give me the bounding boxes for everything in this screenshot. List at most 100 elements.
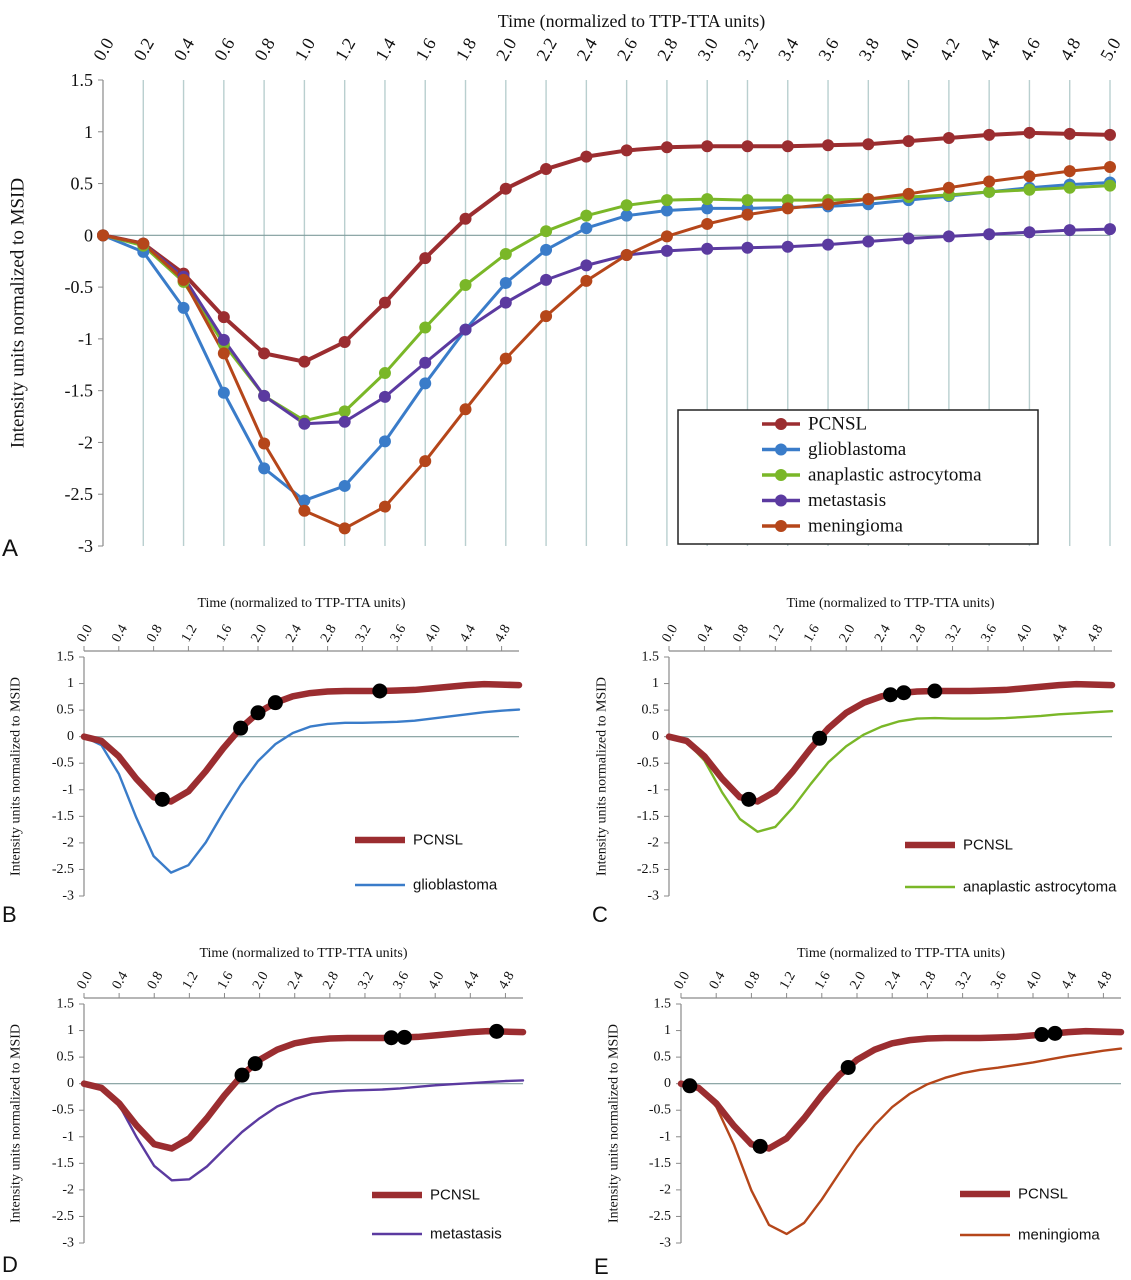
x-tick-label: 3.2 — [734, 35, 763, 64]
chart-panel-b: Time (normalized to TTP-TTA units) Intens… — [2, 596, 523, 927]
x-tick-label: 4.8 — [1085, 622, 1107, 645]
data-point — [862, 235, 875, 248]
significance-marker — [682, 1078, 698, 1094]
data-point — [378, 500, 391, 513]
legend-label: PCNSL — [963, 837, 1013, 854]
series-line-pcnsl — [102, 130, 1111, 364]
x-tick-label: 0.8 — [145, 969, 167, 992]
y-tick-label: -0.5 — [52, 1103, 74, 1118]
significance-marker — [372, 683, 388, 699]
data-point — [177, 273, 190, 286]
y-tick-label: -0.5 — [637, 756, 659, 771]
data-point — [902, 187, 915, 200]
series-line-meningioma — [679, 1047, 1123, 1236]
panel-letter: A — [2, 535, 18, 562]
x-tick-label: 1.2 — [766, 622, 788, 645]
legend-label: anaplastic astrocytoma — [963, 879, 1117, 896]
y-tick-label: 1 — [67, 1023, 74, 1038]
y-axis-label: Intensity units normalized to MSID — [607, 1024, 622, 1223]
data-point — [298, 494, 311, 507]
x-tick-label: 2.8 — [653, 35, 682, 64]
legend-label: PCNSL — [1018, 1186, 1068, 1203]
x-tick-label: 2.4 — [883, 969, 905, 992]
y-tick-label: 1.5 — [57, 997, 75, 1012]
y-axis-label: Intensity units normalized to MSID — [9, 677, 24, 876]
x-tick-label: 2.0 — [250, 969, 272, 992]
x-tick-label: 4.0 — [426, 969, 448, 992]
legend-marker — [775, 418, 787, 430]
legend-label: glioblastoma — [808, 439, 907, 460]
significance-marker — [883, 687, 898, 703]
significance-marker — [233, 720, 249, 736]
legend-label: anaplastic astrocytoma — [808, 465, 982, 486]
significance-marker — [383, 1030, 399, 1046]
data-point — [620, 199, 633, 212]
y-tick-label: 0.5 — [642, 703, 660, 718]
x-tick-label: 0.4 — [695, 622, 717, 645]
legend-label: PCNSL — [430, 1187, 480, 1204]
chart-title: Time (normalized to TTP-TTA units) — [498, 11, 766, 32]
x-tick-label: 3.2 — [943, 622, 965, 645]
data-point — [942, 181, 955, 194]
significance-marker — [234, 1067, 250, 1083]
y-tick-label: -2 — [659, 1182, 671, 1197]
x-tick-label: 3.6 — [988, 969, 1010, 992]
significance-marker — [250, 705, 266, 721]
data-point — [862, 138, 875, 151]
x-tick-label: 4.8 — [1056, 35, 1085, 64]
data-point — [660, 194, 673, 207]
significance-marker — [812, 730, 828, 746]
data-point — [580, 222, 593, 235]
data-point — [620, 144, 633, 157]
data-point — [217, 311, 230, 324]
data-point — [378, 296, 391, 309]
x-tick-label: 3.6 — [978, 622, 1000, 645]
data-point — [701, 193, 714, 206]
data-point — [298, 417, 311, 430]
y-tick-label: -2 — [62, 1182, 74, 1197]
y-tick-label: 0.5 — [57, 1050, 75, 1065]
x-tick-label: 3.2 — [353, 622, 375, 645]
data-point — [459, 279, 472, 292]
data-point — [258, 437, 271, 450]
y-tick-label: -1.5 — [52, 1156, 74, 1171]
data-point — [942, 230, 955, 243]
chart-title: Time (normalized to TTP-TTA units) — [797, 946, 1005, 961]
y-tick-label: 1 — [67, 676, 74, 691]
significance-marker — [267, 695, 283, 711]
x-tick-label: 3.4 — [774, 35, 803, 64]
data-point — [419, 377, 432, 390]
data-point — [298, 355, 311, 368]
x-tick-label: 0.4 — [707, 969, 729, 992]
x-tick-label: 1.2 — [180, 969, 202, 992]
data-point — [660, 244, 673, 257]
y-tick-label: -3 — [62, 889, 74, 904]
legend-marker — [775, 469, 787, 481]
x-tick-label: 0.0 — [74, 969, 96, 992]
x-tick-label: 2.0 — [837, 622, 859, 645]
panel-letter: C — [592, 902, 608, 927]
data-point — [580, 259, 593, 272]
legend-label: metastasis — [430, 1226, 502, 1243]
series-line-meningioma — [102, 165, 1111, 530]
data-point — [781, 202, 794, 215]
y-tick-label: 0 — [664, 1076, 671, 1091]
y-tick-label: -0.5 — [52, 756, 74, 771]
data-point — [781, 140, 794, 153]
y-tick-label: 0 — [652, 729, 659, 744]
data-point — [741, 241, 754, 254]
data-point — [781, 194, 794, 207]
y-tick-label: -2.5 — [52, 862, 74, 877]
data-point — [258, 389, 271, 402]
significance-marker — [247, 1056, 263, 1072]
y-tick-label: 1.5 — [57, 650, 75, 665]
data-point — [540, 163, 553, 176]
significance-marker — [927, 683, 943, 699]
significance-marker — [741, 791, 757, 807]
data-point — [540, 243, 553, 256]
x-tick-label: 0.8 — [742, 969, 764, 992]
chart-title: Time (normalized to TTP-TTA units) — [199, 946, 407, 961]
x-tick-label: 2.4 — [285, 969, 307, 992]
legend-label: glioblastoma — [413, 877, 498, 894]
chart-panel-a: Time (normalized to TTP-TTA units) Intens… — [2, 11, 1125, 562]
